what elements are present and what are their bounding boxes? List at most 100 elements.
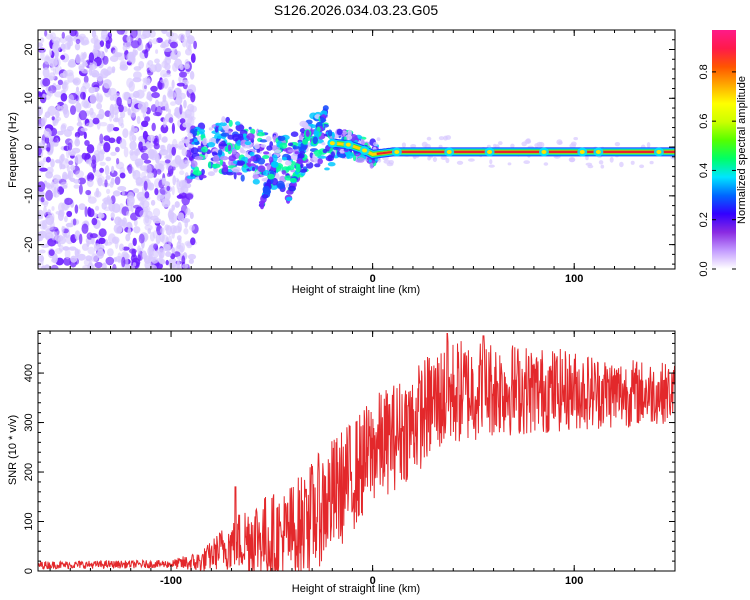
noise-blob — [106, 188, 111, 195]
noise-blob — [68, 94, 75, 104]
noise-blob — [163, 47, 172, 52]
noise-blob — [147, 246, 154, 257]
noise-blob — [181, 148, 188, 157]
spectrogram-noise-region — [38, 30, 199, 269]
sparse-blob — [386, 162, 394, 167]
sparse-blob — [440, 155, 447, 160]
spectrogram-y-ticks: -20 -10 0 10 20 — [23, 29, 675, 265]
chart-title: S126.2026.034.03.23.G05 — [274, 2, 438, 18]
noise-blob — [161, 30, 168, 34]
noise-blob — [127, 93, 137, 98]
noise-blob — [66, 210, 73, 218]
signal-blob — [274, 149, 282, 154]
sparse-blob — [523, 160, 530, 165]
sparse-blob — [556, 139, 563, 146]
streak-blob — [267, 173, 275, 180]
signal-blob — [248, 126, 252, 130]
noise-blob — [183, 99, 187, 109]
noise-blob — [132, 171, 137, 177]
noise-blob — [122, 128, 129, 139]
signal-blob — [252, 166, 256, 172]
noise-blob — [38, 47, 46, 54]
noise-blob — [66, 125, 74, 132]
noise-blob — [128, 81, 135, 92]
noise-blob — [119, 243, 124, 252]
sparse-blob — [468, 158, 475, 162]
signal-blob — [342, 131, 348, 135]
noise-blob — [121, 256, 126, 268]
noise-blob — [50, 264, 59, 269]
ridge-knot-core — [579, 149, 585, 154]
noise-blob — [112, 106, 119, 115]
signal-blob — [236, 160, 246, 166]
noise-blob — [185, 207, 191, 216]
sparse-blob — [521, 141, 527, 147]
signal-blob — [277, 158, 283, 163]
noise-blob — [153, 243, 159, 250]
noise-blob — [50, 181, 55, 188]
snr-y-tick-label: 300 — [23, 413, 35, 431]
noise-blob — [93, 213, 98, 218]
signal-blob — [286, 165, 295, 171]
noise-blob — [174, 201, 180, 208]
noise-blob — [141, 120, 149, 128]
noise-blob — [161, 41, 166, 48]
signal-blob — [252, 174, 260, 180]
noise-blob — [102, 55, 109, 65]
noise-blob — [102, 70, 112, 76]
signal-blob — [212, 154, 220, 163]
signal-blob — [337, 153, 347, 158]
noise-blob — [189, 116, 196, 121]
streak-blob — [295, 164, 301, 173]
noise-blob — [86, 240, 90, 247]
signal-blob — [236, 172, 243, 176]
noise-blob — [45, 156, 51, 163]
noise-blob — [98, 228, 107, 238]
noise-blob — [117, 186, 127, 191]
noise-blob — [80, 57, 85, 63]
signal-blob — [321, 142, 326, 146]
noise-blob — [75, 54, 81, 64]
noise-blob — [62, 174, 69, 180]
signal-blob — [215, 122, 221, 126]
noise-blob — [73, 184, 80, 189]
noise-blob — [142, 81, 148, 93]
noise-blob — [64, 248, 71, 260]
signal-blob — [290, 161, 297, 166]
noise-blob — [80, 91, 86, 100]
sparse-blob — [570, 141, 577, 147]
streak-blob — [297, 153, 305, 159]
colorbar: 0.0 0.2 0.4 0.6 0.8 Normalized spectral ampl… — [698, 30, 748, 277]
noise-blob — [100, 35, 109, 42]
noise-blob — [60, 54, 66, 60]
noise-blob — [103, 142, 111, 153]
spectrogram-y-label: Frequency (Hz) — [7, 112, 19, 188]
noise-blob — [119, 138, 127, 150]
sparse-blob — [510, 143, 515, 149]
signal-blob — [327, 129, 333, 137]
noise-blob — [161, 198, 171, 208]
noise-blob — [152, 208, 161, 217]
snr-y-label: SNR (10 * v/v) — [7, 415, 19, 485]
sparse-blob — [598, 160, 604, 165]
noise-blob — [39, 160, 45, 167]
spectrogram-y-tick-label: 20 — [23, 43, 35, 55]
noise-blob — [81, 223, 89, 234]
noise-blob — [108, 87, 117, 97]
noise-blob — [171, 204, 175, 211]
noise-blob — [115, 146, 120, 153]
noise-blob — [104, 179, 108, 188]
noise-blob — [99, 167, 104, 173]
noise-blob — [60, 164, 66, 170]
noise-blob — [182, 263, 189, 269]
noise-blob — [189, 211, 194, 220]
noise-blob — [138, 233, 145, 244]
noise-blob — [123, 146, 129, 158]
signal-blob — [317, 158, 323, 165]
noise-blob — [122, 246, 130, 251]
noise-blob — [154, 58, 160, 64]
noise-blob — [140, 200, 145, 206]
noise-blob — [75, 95, 79, 101]
sparse-blob — [646, 142, 651, 148]
noise-blob — [99, 133, 104, 144]
